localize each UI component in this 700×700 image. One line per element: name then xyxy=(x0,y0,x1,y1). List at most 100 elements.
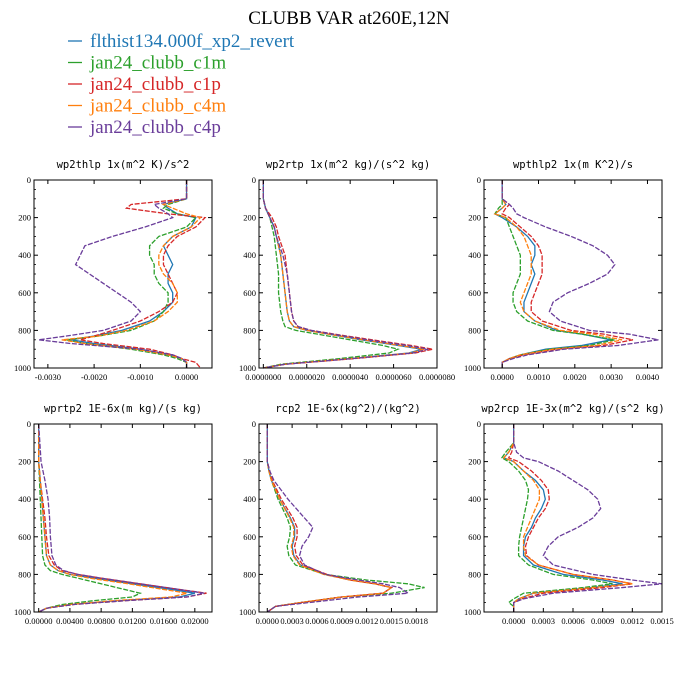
y-tick-label: 1000 xyxy=(464,363,481,373)
x-tick-label: 0.0012 xyxy=(621,616,644,626)
series-line xyxy=(262,180,425,369)
x-tick-label: 0.0003 xyxy=(532,616,555,626)
x-tick-label: 0.0015 xyxy=(380,616,403,626)
x-tick-label: -0.0020 xyxy=(81,372,107,382)
y-tick-label: 800 xyxy=(468,325,481,335)
y-tick-label: 200 xyxy=(243,457,256,467)
panel-frame xyxy=(33,179,213,369)
x-tick-label: 0.0006 xyxy=(561,616,584,626)
series-line xyxy=(38,424,195,613)
series-line xyxy=(38,180,188,368)
x-tick-label: 0.0020 xyxy=(563,372,586,382)
y-tick-label: 200 xyxy=(243,213,256,223)
series-line xyxy=(70,180,197,368)
figure-title: CLUBB VAR at260E,12N xyxy=(248,8,450,29)
x-tick-label: 0.0009 xyxy=(330,616,353,626)
legend-entry: flthist134.000f_xp2_revert xyxy=(90,31,295,52)
series-line xyxy=(493,180,623,368)
y-tick-label: 1000 xyxy=(464,607,481,617)
y-tick-label: 0 xyxy=(27,175,31,185)
legend-entry: jan24_clubb_c4m xyxy=(89,96,226,117)
y-tick-label: 200 xyxy=(18,457,31,467)
chart-panel: rcp2 1E-6x(kg^2)/(kg^2) 0 200 400 600 800 1000… xyxy=(239,403,438,626)
x-tick-label: 0.0018 xyxy=(405,616,428,626)
legend-entry: jan24_clubb_c1p xyxy=(89,74,221,95)
x-tick-label: 0.0030 xyxy=(599,372,622,382)
y-tick-label: 0 xyxy=(477,175,481,185)
series-line xyxy=(493,180,615,368)
chart-panel: wprtp2 1E-6x(m kg)/(s kg) 0 200 400 600 800 10… xyxy=(14,403,213,626)
series-line xyxy=(38,424,188,613)
series-line xyxy=(502,424,633,612)
y-tick-label: 400 xyxy=(468,250,481,260)
panel-frame xyxy=(33,423,213,613)
y-tick-label: 400 xyxy=(243,250,256,260)
series-line xyxy=(262,180,422,369)
panel-frame xyxy=(483,179,663,369)
series-line xyxy=(500,424,613,612)
chart-panel: wp2thlp 1x(m^2 K)/s^2 0 200 400 600 800 1000 -0… xyxy=(14,159,213,382)
x-tick-label: -0.0030 xyxy=(35,372,61,382)
x-tick-label: 0.0000060 xyxy=(376,372,412,382)
x-tick-label: 0.01600 xyxy=(150,616,178,626)
legend-entry: jan24_clubb_c1m xyxy=(89,53,226,74)
x-tick-label: 0.0000 xyxy=(256,616,279,626)
x-tick-label: 0.0000020 xyxy=(289,372,325,382)
series-line xyxy=(266,424,394,613)
y-tick-label: 1000 xyxy=(239,363,256,373)
x-tick-label: 0.0009 xyxy=(591,616,614,626)
y-tick-label: 0 xyxy=(252,419,256,429)
chart-panels: wp2thlp 1x(m^2 K)/s^2 0 200 400 600 800 1000 -0… xyxy=(14,159,674,626)
y-tick-label: 1000 xyxy=(239,607,256,617)
panel-title: rcp2 1E-6x(kg^2)/(kg^2) xyxy=(275,403,420,415)
panel-frame xyxy=(483,423,663,613)
series-line xyxy=(80,180,207,369)
x-tick-label: 0.0003 xyxy=(280,616,303,626)
series-line xyxy=(502,424,623,612)
x-tick-label: 0.0006 xyxy=(305,616,328,626)
y-tick-label: 800 xyxy=(18,569,31,579)
y-tick-label: 600 xyxy=(468,288,481,298)
x-tick-label: 0.01200 xyxy=(119,616,147,626)
y-tick-label: 200 xyxy=(468,457,481,467)
panel-title: wp2rtp 1x(m^2 kg)/(s^2 kg) xyxy=(266,159,430,171)
series-line xyxy=(507,424,633,612)
x-tick-label: 0.02000 xyxy=(181,616,209,626)
y-tick-label: 600 xyxy=(243,532,256,542)
x-tick-label: 0.0000080 xyxy=(419,372,455,382)
x-tick-label: -0.0010 xyxy=(127,372,153,382)
series-line xyxy=(493,180,612,368)
panel-title: wprtp2 1E-6x(m kg)/(s kg) xyxy=(44,403,202,415)
series-line xyxy=(38,424,143,613)
y-tick-label: 400 xyxy=(468,494,481,504)
y-tick-label: 400 xyxy=(18,494,31,504)
series-line xyxy=(38,424,207,613)
x-tick-label: 0.0000 xyxy=(175,372,198,382)
y-tick-label: 600 xyxy=(18,532,31,542)
x-tick-label: 0.0015 xyxy=(650,616,673,626)
chart-panel: wp2rtp 1x(m^2 kg)/(s^2 kg) 0 200 400 600 800 1… xyxy=(239,159,455,382)
y-tick-label: 600 xyxy=(18,288,31,298)
y-tick-label: 800 xyxy=(243,569,256,579)
legend: flthist134.000f_xp2_revertjan24_clubb_c1… xyxy=(68,31,295,138)
y-tick-label: 0 xyxy=(252,175,256,185)
y-tick-label: 600 xyxy=(468,532,481,542)
y-tick-label: 1000 xyxy=(14,607,31,617)
panel-title: wp2rcp 1E-3x(m^2 kg)/(s^2 kg) xyxy=(481,403,664,415)
series-line xyxy=(266,424,410,613)
series-line xyxy=(262,180,400,369)
x-tick-label: 0.0000000 xyxy=(245,372,281,382)
y-tick-label: 200 xyxy=(18,213,31,223)
y-tick-label: 0 xyxy=(477,419,481,429)
x-tick-label: 0.00000 xyxy=(25,616,53,626)
y-tick-label: 1000 xyxy=(14,363,31,373)
x-tick-label: 0.0012 xyxy=(355,616,378,626)
x-tick-label: 0.00400 xyxy=(56,616,84,626)
x-tick-label: 0.0040 xyxy=(636,372,659,382)
y-tick-label: 800 xyxy=(243,325,256,335)
y-tick-label: 200 xyxy=(468,213,481,223)
y-tick-label: 400 xyxy=(18,250,31,260)
series-line xyxy=(66,180,198,368)
series-line xyxy=(38,423,205,613)
